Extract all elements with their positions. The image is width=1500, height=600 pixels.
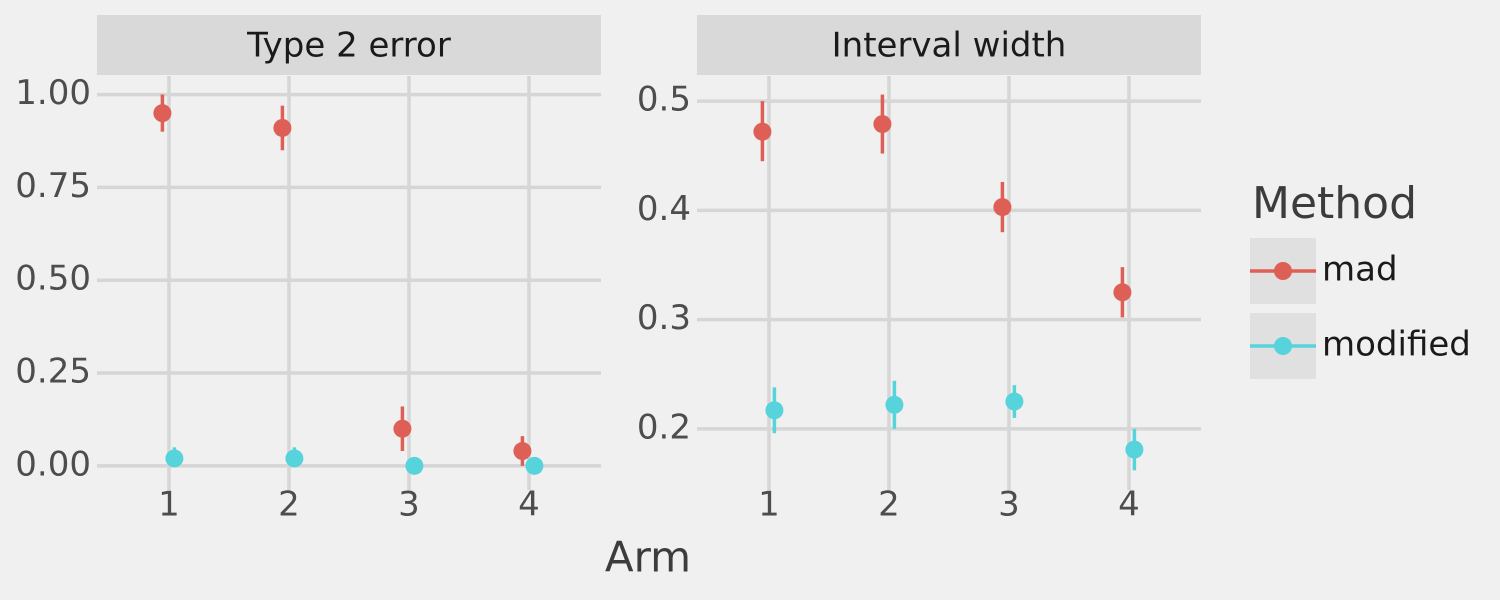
point xyxy=(753,122,772,141)
point xyxy=(885,395,904,414)
x-axis-label: Arm xyxy=(605,533,691,582)
legend-label: mad xyxy=(1322,250,1398,290)
point xyxy=(405,456,424,475)
x-tick-label: 4 xyxy=(518,485,540,525)
legend-label: modified xyxy=(1322,325,1471,365)
legend-point xyxy=(1274,337,1292,355)
point xyxy=(993,198,1012,217)
y-tick-label: 0.00 xyxy=(15,444,91,484)
point xyxy=(873,115,892,134)
y-tick-label: 0.50 xyxy=(15,259,91,299)
y-tick-label: 0.5 xyxy=(637,80,691,120)
point xyxy=(165,449,184,468)
point xyxy=(273,118,292,137)
panel-title: Interval width xyxy=(832,26,1067,66)
point xyxy=(1005,392,1024,411)
point xyxy=(513,442,532,461)
point xyxy=(393,419,412,438)
x-tick-label: 2 xyxy=(278,485,300,525)
point xyxy=(525,456,544,475)
x-tick-label: 4 xyxy=(1118,485,1140,525)
y-tick-label: 1.00 xyxy=(15,73,91,113)
point xyxy=(285,449,304,468)
legend-title: Method xyxy=(1252,178,1417,229)
x-tick-label: 1 xyxy=(758,485,780,525)
point xyxy=(1113,283,1132,302)
x-tick-label: 1 xyxy=(158,485,180,525)
y-tick-label: 0.2 xyxy=(637,407,691,447)
x-tick-label: 3 xyxy=(998,485,1020,525)
legend-point xyxy=(1274,262,1292,280)
strip xyxy=(697,15,1201,75)
point xyxy=(153,104,172,123)
x-tick-label: 2 xyxy=(878,485,900,525)
y-tick-label: 0.25 xyxy=(15,352,91,392)
y-tick-label: 0.4 xyxy=(637,189,691,229)
y-tick-label: 0.75 xyxy=(15,166,91,206)
point xyxy=(765,401,784,420)
point xyxy=(1125,440,1144,459)
x-tick-label: 3 xyxy=(398,485,420,525)
strip xyxy=(97,15,601,75)
y-tick-label: 0.3 xyxy=(637,298,691,338)
panel-title: Type 2 error xyxy=(246,26,451,66)
